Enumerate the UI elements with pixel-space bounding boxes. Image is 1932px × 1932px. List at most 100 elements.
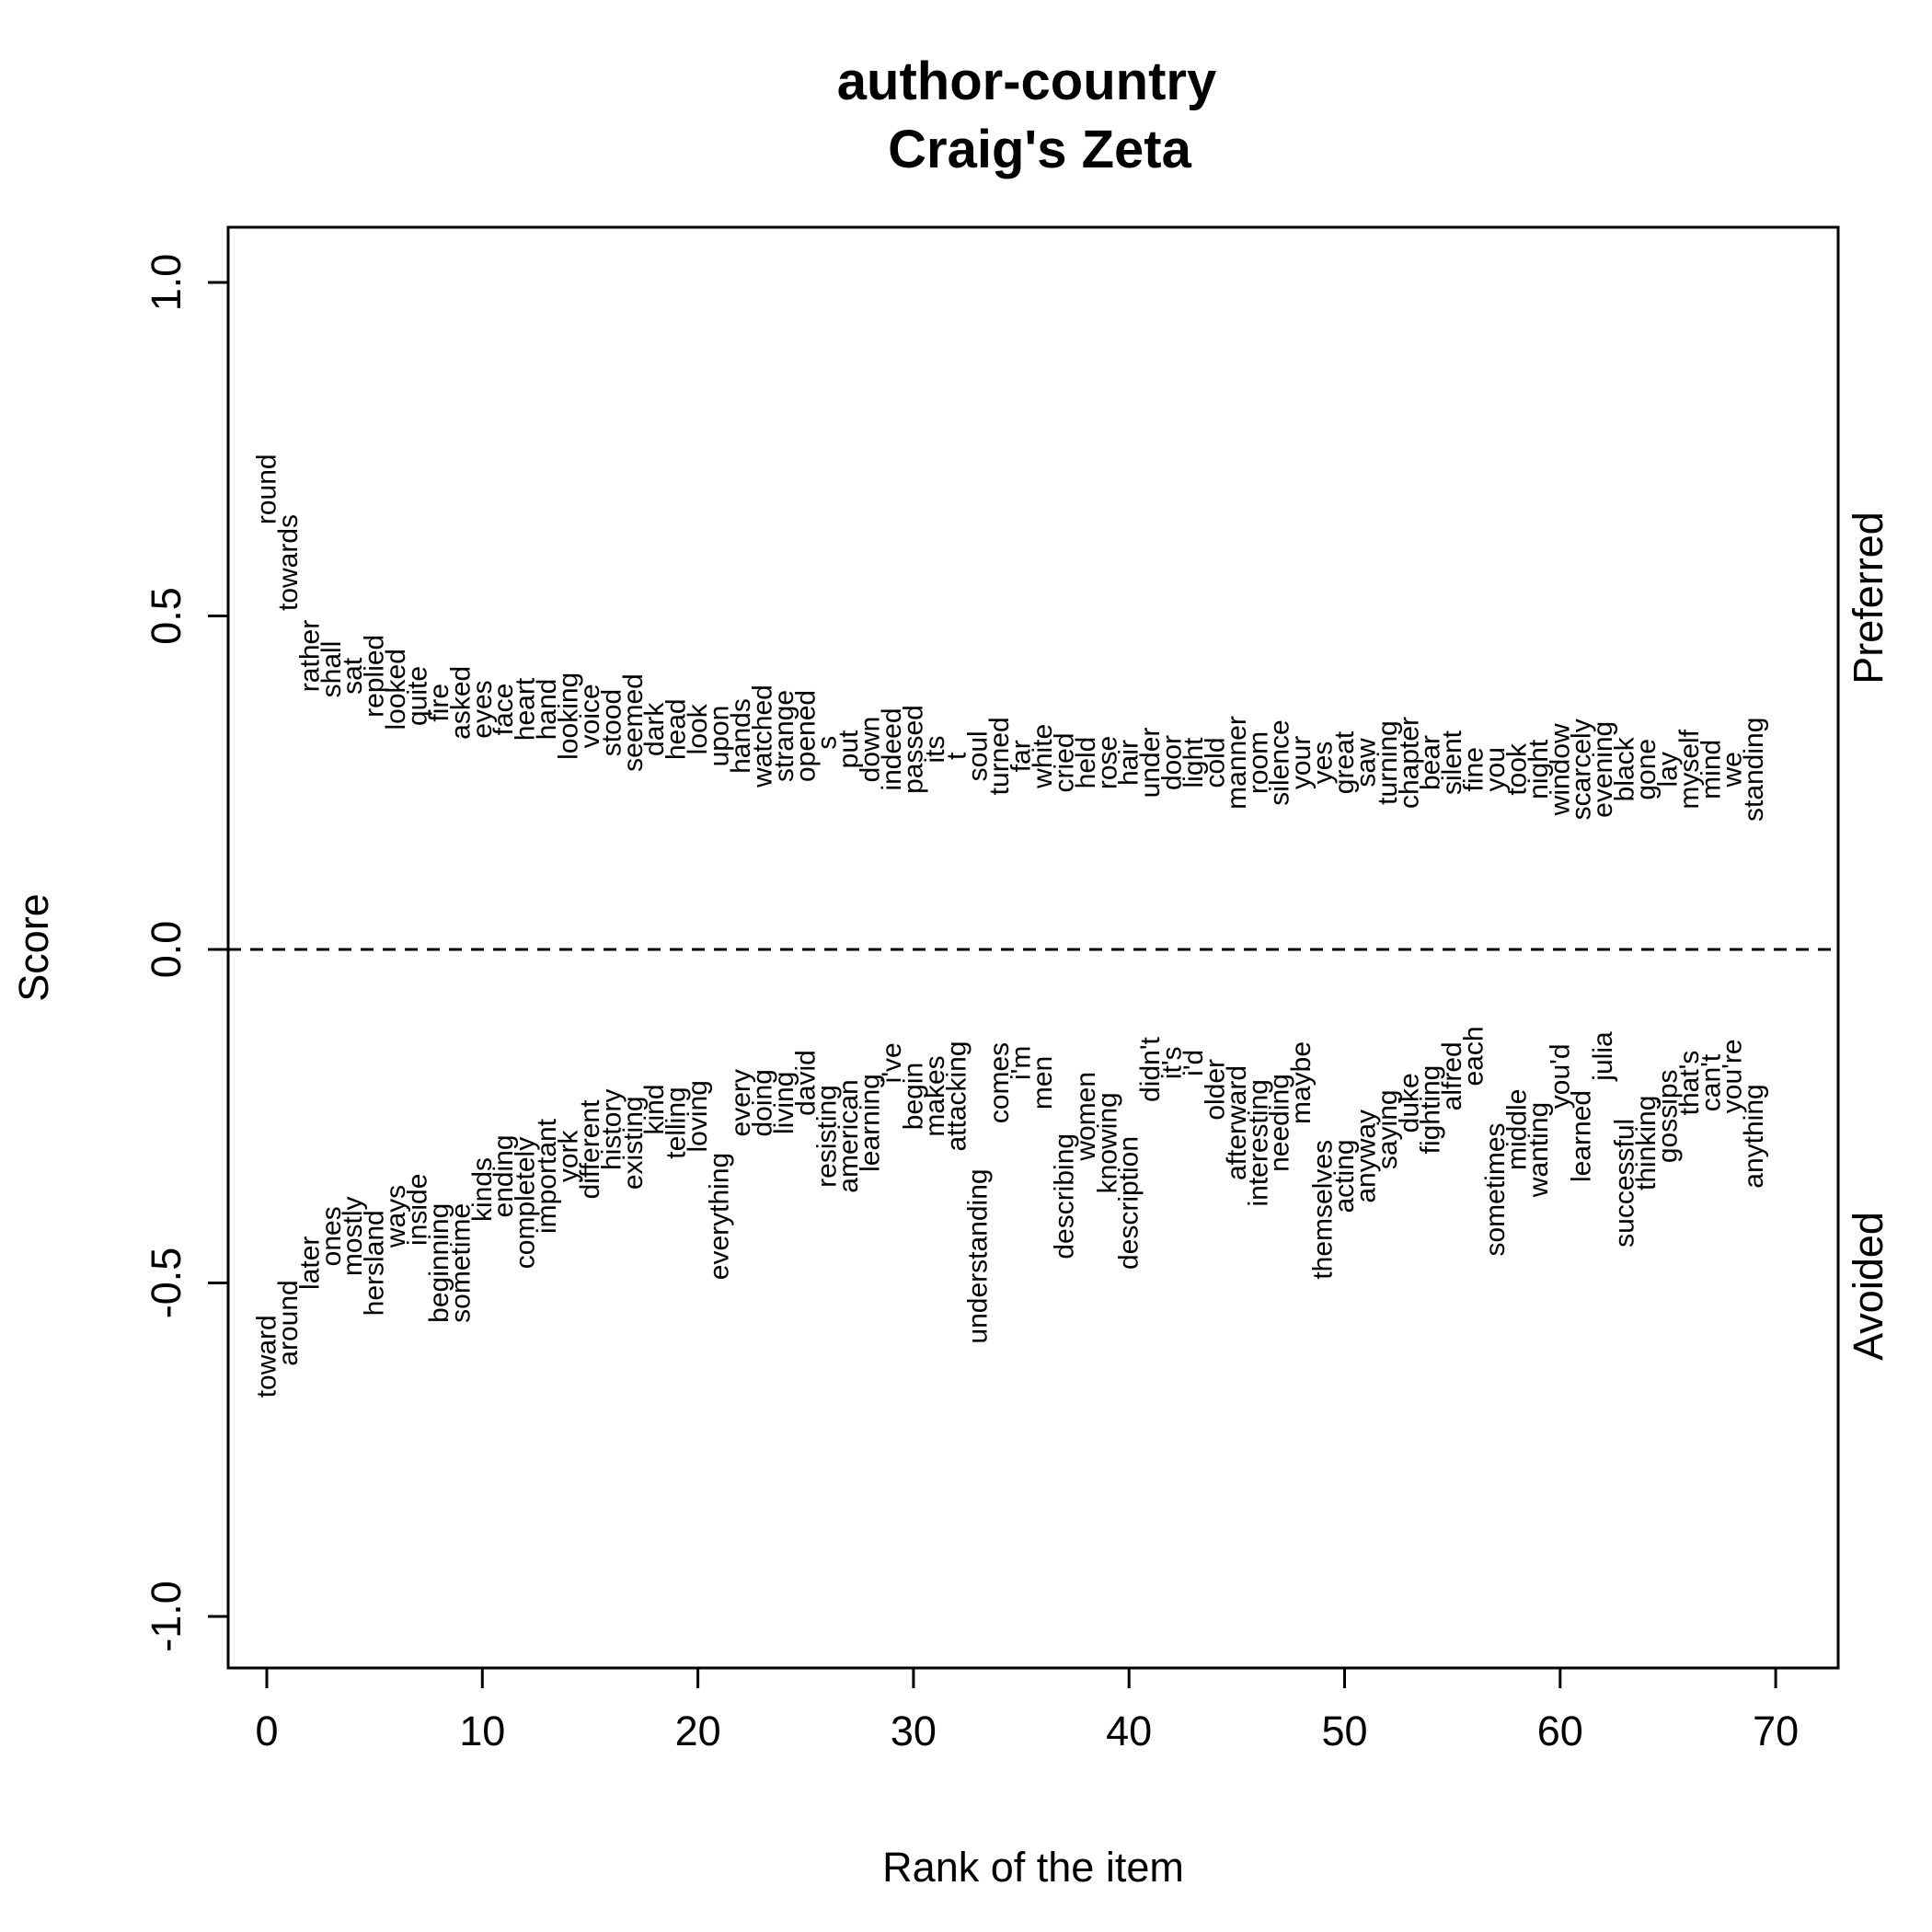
word-label: held bbox=[1071, 737, 1101, 789]
word-label: you're bbox=[1718, 1039, 1748, 1113]
word-label: can't bbox=[1696, 1053, 1726, 1111]
word-label: david bbox=[790, 1050, 821, 1116]
word-label: white bbox=[1028, 724, 1058, 789]
word-label: it's bbox=[1157, 1046, 1188, 1079]
avoided-side-label: Avoided bbox=[1845, 1212, 1892, 1361]
word-label: room bbox=[1243, 731, 1273, 794]
word-label: you bbox=[1480, 747, 1511, 791]
word-label: took bbox=[1501, 742, 1532, 796]
word-label: under bbox=[1135, 728, 1166, 799]
word-label: s bbox=[812, 736, 843, 750]
word-label: each bbox=[1459, 1026, 1489, 1086]
word-label: makes bbox=[920, 1055, 950, 1136]
word-label: hair bbox=[1114, 740, 1144, 786]
word-label: kind bbox=[639, 1084, 670, 1134]
word-label: upon bbox=[705, 706, 735, 767]
word-label: i'd bbox=[1179, 1050, 1209, 1076]
word-label: saw bbox=[1351, 738, 1381, 788]
word-label: alfred bbox=[1437, 1041, 1467, 1110]
chart-title: author-country bbox=[837, 52, 1216, 111]
word-label: turning bbox=[1373, 720, 1403, 805]
word-label: describing bbox=[1049, 1133, 1079, 1259]
word-label: mind bbox=[1696, 740, 1726, 799]
word-label: soul bbox=[963, 730, 994, 781]
word-label: acting bbox=[1329, 1139, 1360, 1213]
word-label: black bbox=[1610, 736, 1640, 801]
word-label: window bbox=[1545, 723, 1575, 816]
word-label: interesting bbox=[1243, 1079, 1273, 1206]
word-label: cried bbox=[1049, 732, 1079, 792]
word-label: scarcely bbox=[1567, 719, 1597, 820]
word-label: i'm bbox=[1006, 1046, 1037, 1080]
word-label: knowing bbox=[1092, 1092, 1122, 1193]
word-label: rose bbox=[1092, 736, 1122, 789]
word-label: successful bbox=[1610, 1119, 1640, 1248]
word-label: existing bbox=[618, 1096, 649, 1190]
word-label: anything bbox=[1739, 1084, 1769, 1188]
word-label: bear bbox=[1416, 735, 1446, 790]
word-label: its bbox=[920, 736, 950, 764]
word-label: toward bbox=[252, 1315, 282, 1397]
word-label: cold bbox=[1200, 737, 1230, 788]
word-label: york bbox=[554, 1129, 584, 1182]
word-label: attacking bbox=[941, 1041, 972, 1151]
word-label: light bbox=[1179, 737, 1209, 788]
word-label: begin bbox=[898, 1063, 928, 1130]
y-tick-label: -1.0 bbox=[143, 1581, 190, 1652]
word-label: far bbox=[1006, 740, 1037, 772]
word-label: quite bbox=[403, 666, 433, 726]
word-label: thinking bbox=[1631, 1096, 1662, 1190]
y-tick-label: -0.5 bbox=[143, 1248, 190, 1319]
x-tick-label: 0 bbox=[255, 1708, 278, 1754]
word-label: t bbox=[941, 752, 972, 760]
word-label: we bbox=[1718, 752, 1748, 788]
word-label: asked bbox=[445, 666, 476, 740]
word-label: eyes bbox=[467, 680, 498, 738]
word-label: important bbox=[532, 1118, 562, 1234]
word-label: silent bbox=[1437, 730, 1467, 795]
x-tick-label: 40 bbox=[1106, 1708, 1152, 1754]
word-label: head bbox=[661, 698, 692, 760]
word-marks: roundtowardsrathershallsatrepliedlookedq… bbox=[252, 454, 1770, 1397]
word-label: stood bbox=[596, 689, 627, 756]
x-tick-label: 20 bbox=[675, 1708, 721, 1754]
x-axis-label: Rank of the item bbox=[882, 1844, 1184, 1891]
word-label: wanting bbox=[1524, 1102, 1554, 1198]
word-label: watched bbox=[747, 684, 777, 788]
word-label: hand bbox=[532, 679, 562, 741]
word-label: sat bbox=[338, 657, 368, 695]
word-label: round bbox=[252, 454, 282, 524]
word-label: anyway bbox=[1351, 1110, 1381, 1203]
word-label: didn't bbox=[1135, 1036, 1166, 1101]
word-label: everything bbox=[705, 1153, 735, 1280]
word-label: middle bbox=[1501, 1089, 1532, 1170]
series-avoided: towardaroundlateronesmostlyherslandwaysi… bbox=[252, 1026, 1770, 1397]
word-label: door bbox=[1157, 735, 1188, 790]
word-label: your bbox=[1286, 736, 1317, 789]
word-label: myself bbox=[1674, 729, 1705, 809]
x-tick-label: 50 bbox=[1321, 1708, 1367, 1754]
word-label: duke bbox=[1394, 1073, 1424, 1133]
word-label: replied bbox=[360, 635, 390, 718]
word-label: turned bbox=[984, 717, 1015, 795]
word-label: dark bbox=[639, 702, 670, 756]
word-label: chapter bbox=[1394, 717, 1424, 809]
word-label: that's bbox=[1674, 1051, 1705, 1116]
word-label: doing bbox=[747, 1069, 777, 1136]
word-label: put bbox=[834, 730, 864, 768]
word-label: standing bbox=[1739, 718, 1769, 822]
plot-frame bbox=[226, 225, 1840, 1670]
word-label: kinds bbox=[467, 1157, 498, 1222]
word-label: ending bbox=[489, 1134, 519, 1217]
word-label: i've bbox=[877, 1042, 907, 1083]
word-label: gossips bbox=[1653, 1069, 1684, 1163]
word-label: fighting bbox=[1416, 1065, 1446, 1155]
word-label: face bbox=[489, 684, 519, 736]
word-label: indeed bbox=[877, 707, 907, 790]
word-label: resisting bbox=[812, 1085, 843, 1188]
word-label: themselves bbox=[1308, 1140, 1339, 1280]
word-label: sometime bbox=[445, 1203, 476, 1323]
word-label: sometimes bbox=[1480, 1122, 1511, 1256]
